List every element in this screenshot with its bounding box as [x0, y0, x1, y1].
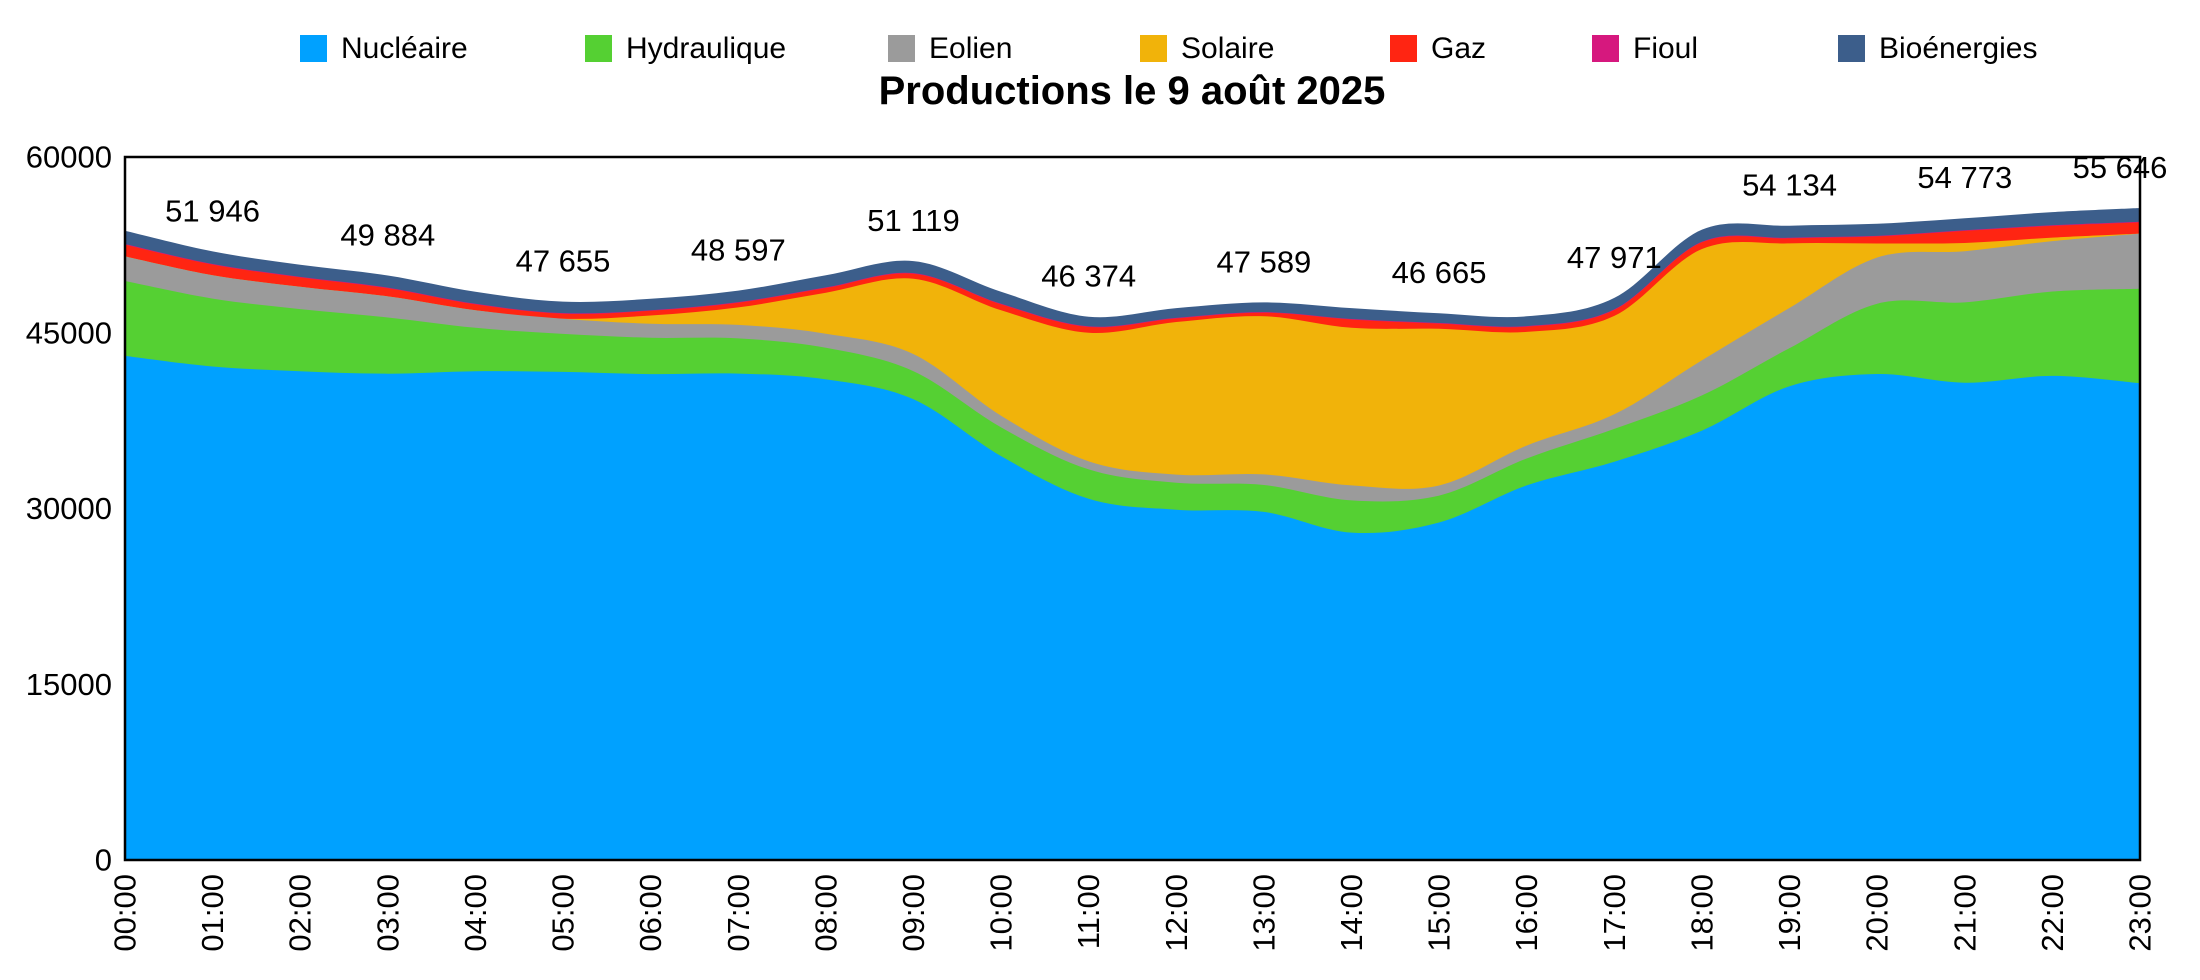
- x-tick-label-12-00: 12:00: [1159, 874, 1194, 952]
- legend-swatch-bioenergies: [1838, 35, 1865, 62]
- area-nucleaire: [125, 355, 2140, 860]
- legend-label-eolien: Eolien: [929, 32, 1012, 65]
- legend-swatch-fioul: [1592, 35, 1619, 62]
- x-tick-label-21-00: 21:00: [1947, 874, 1982, 952]
- y-tick-label-15000: 15000: [26, 667, 112, 702]
- legend-item-eolien[interactable]: Eolien: [888, 32, 1012, 65]
- y-tick-label-0: 0: [95, 843, 112, 878]
- x-tick-label-03-00: 03:00: [370, 874, 405, 952]
- x-tick-label-14-00: 14:00: [1334, 874, 1369, 952]
- x-tick-label-17-00: 17:00: [1597, 874, 1632, 952]
- legend-item-nucleaire[interactable]: Nucléaire: [300, 32, 468, 65]
- legend-item-fioul[interactable]: Fioul: [1592, 32, 1698, 65]
- x-tick-label-01-00: 01:00: [195, 874, 230, 952]
- legend-item-hydraulique[interactable]: Hydraulique: [585, 32, 786, 65]
- total-label-21-00: 54 773: [1917, 160, 2012, 195]
- total-label-07-00: 48 597: [691, 233, 786, 268]
- legend-label-hydraulique: Hydraulique: [626, 32, 786, 65]
- x-tick-label-22-00: 22:00: [2035, 874, 2070, 952]
- x-tick-label-15-00: 15:00: [1422, 874, 1457, 952]
- legend-label-fioul: Fioul: [1633, 32, 1698, 65]
- x-tick-label-00-00: 00:00: [108, 874, 143, 952]
- x-tick-label-08-00: 08:00: [808, 874, 843, 952]
- x-tick-label-05-00: 05:00: [546, 874, 581, 952]
- x-tick-label-09-00: 09:00: [896, 874, 931, 952]
- total-label-03-00: 49 884: [340, 218, 435, 253]
- total-label-19-00: 54 134: [1742, 168, 1837, 203]
- legend-label-gaz: Gaz: [1431, 32, 1486, 65]
- legend-swatch-gaz: [1390, 35, 1417, 62]
- total-label-01-00: 51 946: [165, 193, 260, 228]
- legend-swatch-nucleaire: [300, 35, 327, 62]
- chart-legend: Nucléaire Hydraulique Eolien Solaire Gaz Fiou…: [300, 32, 2037, 65]
- x-axis: 00:00 01:00 02:00 03:00 04:00 05:00 06:00 07:00…: [108, 874, 2158, 952]
- legend-swatch-hydraulique: [585, 35, 612, 62]
- y-axis: 0 15000 30000 45000 60000: [26, 140, 112, 878]
- x-tick-label-16-00: 16:00: [1509, 874, 1544, 952]
- x-tick-label-20-00: 20:00: [1860, 874, 1895, 952]
- legend-swatch-solaire: [1140, 35, 1167, 62]
- x-tick-label-10-00: 10:00: [984, 874, 1019, 952]
- total-labels: 51 946 49 884 47 655 48 597 51 119 46 374 47 5…: [165, 150, 2167, 294]
- y-tick-label-45000: 45000: [26, 315, 112, 350]
- legend-label-solaire: Solaire: [1181, 32, 1274, 65]
- total-label-05-00: 47 655: [516, 244, 611, 279]
- legend-item-solaire[interactable]: Solaire: [1140, 32, 1274, 65]
- y-tick-label-30000: 30000: [26, 491, 112, 526]
- x-tick-label-23-00: 23:00: [2123, 874, 2158, 952]
- x-tick-label-11-00: 11:00: [1071, 874, 1106, 949]
- y-tick-label-60000: 60000: [26, 140, 112, 175]
- x-tick-label-04-00: 04:00: [458, 874, 493, 952]
- total-label-09-00: 51 119: [867, 203, 960, 238]
- legend-label-bioenergies: Bioénergies: [1879, 32, 2037, 65]
- x-tick-label-02-00: 02:00: [283, 874, 318, 952]
- total-label-17-00: 47 971: [1567, 240, 1662, 275]
- x-tick-label-06-00: 06:00: [633, 874, 668, 952]
- x-tick-label-07-00: 07:00: [721, 874, 756, 952]
- x-tick-label-18-00: 18:00: [1685, 874, 1720, 952]
- legend-item-bioenergies[interactable]: Bioénergies: [1838, 32, 2037, 65]
- total-label-15-00: 46 665: [1392, 255, 1487, 290]
- stacked-areas: [125, 208, 2140, 860]
- legend-label-nucleaire: Nucléaire: [341, 32, 468, 65]
- total-label-13-00: 47 589: [1216, 244, 1311, 279]
- x-tick-label-13-00: 13:00: [1246, 874, 1281, 952]
- plot-border: [123, 155, 2142, 862]
- total-label-23-00: 55 646: [2073, 150, 2168, 185]
- legend-item-gaz[interactable]: Gaz: [1390, 32, 1486, 65]
- legend-swatch-eolien: [888, 35, 915, 62]
- x-tick-label-19-00: 19:00: [1772, 874, 1807, 952]
- chart-title: Productions le 9 août 2025: [879, 69, 1386, 113]
- total-label-11-00: 46 374: [1041, 259, 1136, 294]
